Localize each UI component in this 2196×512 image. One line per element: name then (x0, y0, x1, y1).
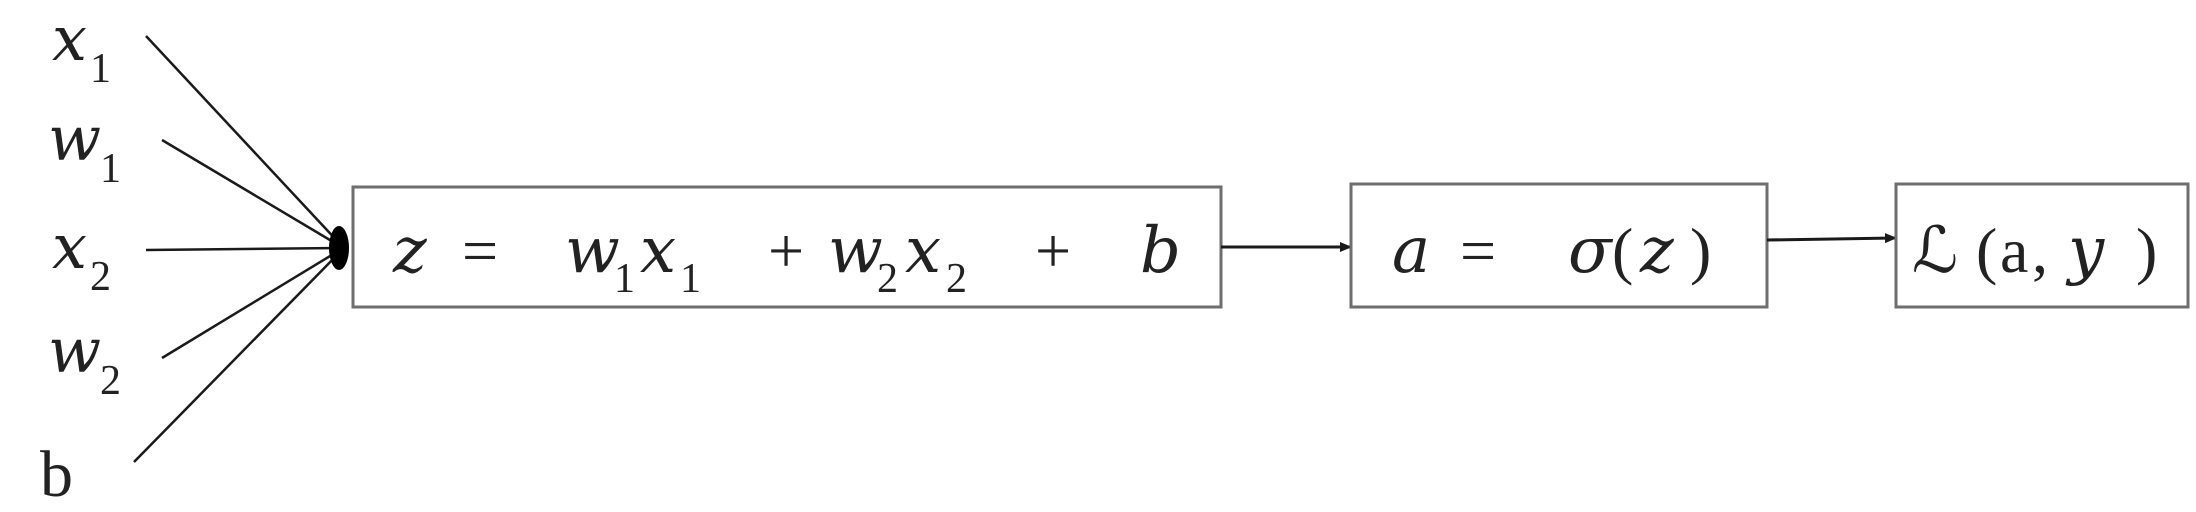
linear-x1-sub: 1 (680, 256, 701, 302)
activation-equation: a = σ ( z ) (1392, 214, 1711, 288)
input-b-var: b (40, 438, 73, 511)
edge-w1 (161, 138, 341, 248)
linear-x2-sub: 2 (946, 256, 967, 302)
loss-close: ) (2136, 215, 2157, 286)
convergence-point (329, 226, 349, 270)
input-w1-label: w 1 (48, 102, 121, 192)
loss-expression: ℒ ( a , y ) (1912, 214, 2157, 288)
input-x2-var: x (52, 210, 87, 283)
loss-comma: , (2032, 215, 2048, 286)
linear-w2: w (828, 214, 883, 288)
activation-close: ) (1690, 215, 1711, 286)
activation-arg: z (1639, 214, 1675, 288)
linear-x2: x (905, 214, 941, 288)
input-x1-label: x 1 (52, 2, 111, 92)
input-x2-label: x 2 (52, 210, 111, 300)
loss-symbol: ℒ (1912, 215, 1958, 286)
input-w2-var: w (48, 314, 101, 387)
edge-x2 (145, 246, 341, 252)
linear-b: b (1140, 214, 1181, 288)
activation-lhs: a (1392, 214, 1430, 288)
linear-eq: = (462, 215, 498, 286)
activation-open: ( (1612, 215, 1633, 286)
linear-plus2: + (1035, 215, 1071, 286)
input-w2-label: w 2 (48, 314, 121, 404)
input-w1-sub: 1 (100, 146, 121, 192)
linear-w1: w (565, 214, 620, 288)
linear-w2-sub: 2 (877, 256, 898, 302)
linear-x1: x (640, 214, 676, 288)
input-w2-sub: 2 (100, 358, 121, 404)
edge-x1 (145, 35, 341, 245)
activation-sigma: σ (1568, 214, 1614, 288)
linear-lhs: z (392, 214, 428, 288)
edge-w2 (161, 248, 341, 360)
input-x1-sub: 1 (90, 46, 111, 92)
loss-a: a (2000, 215, 2028, 286)
input-x2-sub: 2 (90, 254, 111, 300)
input-b-label: b (40, 438, 73, 511)
input-w1-var: w (48, 102, 101, 175)
loss-box (1894, 182, 2190, 309)
loss-open: ( (1976, 215, 1997, 286)
input-x1-var: x (52, 2, 87, 75)
linear-box (351, 185, 1223, 309)
loss-y: y (2065, 214, 2105, 288)
activation-box (1349, 182, 1769, 309)
edge-b (133, 251, 341, 463)
linear-plus1: + (768, 215, 804, 286)
linear-equation: z = w 1 x 1 + w 2 x 2 + b (392, 214, 1181, 302)
activation-eq: = (1460, 215, 1496, 286)
linear-w1-sub: 1 (614, 256, 635, 302)
arrow-activation-to-loss (1766, 233, 1897, 244)
